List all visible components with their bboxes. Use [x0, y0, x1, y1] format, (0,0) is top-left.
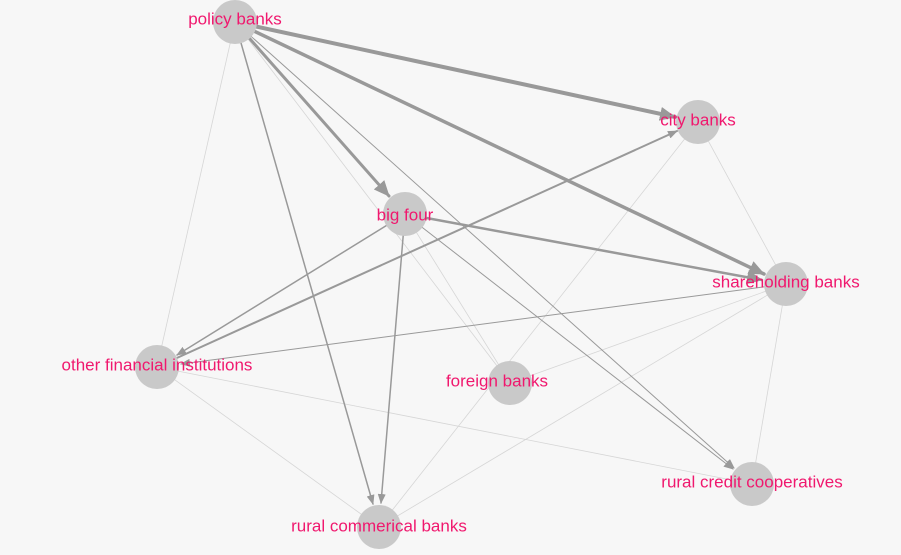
edge — [156, 130, 678, 368]
edge — [378, 121, 699, 528]
edge — [234, 21, 375, 505]
edge — [509, 283, 787, 384]
node — [213, 0, 257, 44]
edge — [176, 213, 406, 356]
node — [383, 192, 427, 236]
edge — [377, 213, 406, 504]
node-label: big four — [377, 205, 434, 224]
node-label: rural commerical banks — [291, 516, 467, 535]
nodes — [135, 0, 808, 549]
node-label: other financial institutions — [62, 355, 253, 374]
node-label: city banks — [660, 110, 736, 129]
edge — [234, 21, 511, 384]
edge — [233, 20, 766, 276]
node — [357, 505, 401, 549]
edge — [156, 366, 380, 528]
edge — [156, 21, 236, 368]
edge — [234, 21, 735, 469]
labels: policy banks city banks big four shareho… — [62, 9, 860, 535]
edge — [156, 366, 753, 485]
edge — [751, 283, 787, 485]
edge — [233, 20, 391, 198]
edge — [404, 213, 734, 470]
node-label: foreign banks — [446, 371, 548, 390]
edge — [403, 212, 764, 285]
edge — [233, 20, 677, 121]
node — [488, 361, 532, 405]
edges — [156, 20, 787, 528]
node — [135, 345, 179, 389]
node-label: shareholding banks — [712, 272, 859, 291]
edge — [378, 283, 787, 528]
edge — [180, 283, 787, 367]
edge — [404, 213, 511, 384]
node-label: policy banks — [188, 9, 282, 28]
node-label: rural credit cooperatives — [661, 472, 842, 491]
edge — [697, 121, 787, 285]
node — [764, 262, 808, 306]
node — [730, 462, 774, 506]
node — [676, 100, 720, 144]
